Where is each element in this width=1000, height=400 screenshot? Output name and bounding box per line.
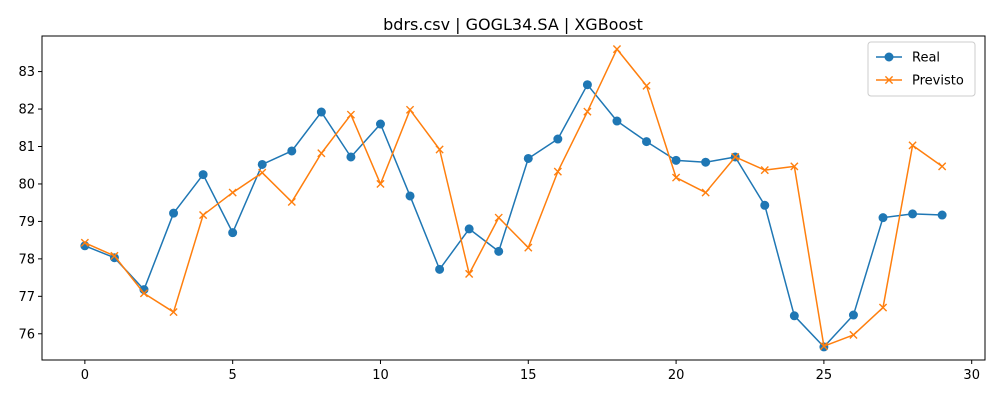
y-tick-label: 79 bbox=[18, 215, 35, 230]
data-point-previsto bbox=[760, 165, 769, 175]
y-axis: 76 77 78 79 80 81 82 83 bbox=[18, 65, 42, 342]
data-point-previsto bbox=[731, 152, 740, 162]
data-point-previsto bbox=[317, 149, 326, 158]
data-point-previsto bbox=[494, 213, 503, 222]
data-point-real bbox=[878, 213, 888, 223]
legend-box bbox=[867, 41, 976, 97]
x-tick-label: 10 bbox=[372, 368, 389, 383]
x-tick-label: 15 bbox=[520, 368, 537, 383]
data-point-real bbox=[937, 210, 947, 220]
data-point-previsto bbox=[287, 197, 296, 207]
data-point-previsto bbox=[110, 251, 119, 260]
data-point-previsto bbox=[849, 330, 858, 339]
y-tick-label: 83 bbox=[18, 65, 35, 80]
data-point-real bbox=[553, 134, 563, 144]
data-point-real bbox=[257, 159, 267, 169]
data-point-previsto bbox=[80, 238, 89, 247]
y-tick-label: 81 bbox=[18, 140, 35, 155]
y-tick-label: 78 bbox=[18, 252, 35, 267]
data-point-real bbox=[582, 80, 592, 90]
data-point-previsto bbox=[258, 168, 267, 177]
series-line-previsto bbox=[84, 48, 943, 347]
data-point-previsto bbox=[819, 342, 828, 351]
data-point-previsto bbox=[938, 162, 947, 171]
data-point-previsto bbox=[465, 269, 474, 278]
data-point-real bbox=[287, 146, 297, 156]
data-point-real bbox=[405, 191, 415, 201]
data-point-real bbox=[671, 155, 681, 165]
plot-area bbox=[42, 36, 985, 360]
data-point-real bbox=[789, 311, 799, 321]
series-layer bbox=[80, 45, 947, 352]
chart-title: bdrs.csv | GOGL34.SA | XGBoost bbox=[383, 15, 643, 34]
data-point-previsto bbox=[376, 179, 385, 189]
data-point-real bbox=[642, 137, 652, 147]
data-point-real bbox=[494, 246, 504, 256]
legend-marker bbox=[884, 75, 894, 85]
data-point-real bbox=[523, 153, 533, 163]
series-line-real bbox=[84, 83, 943, 348]
data-point-previsto bbox=[908, 141, 917, 150]
y-tick-label: 76 bbox=[18, 327, 35, 342]
series-previsto bbox=[80, 45, 947, 351]
data-point-previsto bbox=[435, 145, 444, 154]
x-tick-label: 5 bbox=[229, 368, 237, 383]
x-tick-label: 20 bbox=[668, 368, 685, 383]
x-axis: 0 5 10 15 20 25 30 bbox=[81, 360, 980, 383]
data-point-real bbox=[908, 209, 918, 219]
data-point-previsto bbox=[583, 107, 592, 116]
data-point-previsto bbox=[642, 81, 651, 90]
data-point-previsto bbox=[405, 105, 415, 114]
legend-label: Real bbox=[912, 51, 940, 66]
data-point-previsto bbox=[790, 162, 799, 171]
data-point-real bbox=[760, 200, 770, 210]
data-point-real bbox=[375, 119, 385, 129]
data-point-previsto bbox=[169, 307, 178, 317]
x-tick-label: 0 bbox=[81, 368, 89, 383]
data-point-previsto bbox=[524, 243, 533, 252]
data-point-previsto bbox=[346, 110, 356, 119]
data-point-previsto bbox=[671, 173, 681, 182]
data-point-previsto bbox=[612, 45, 622, 54]
data-point-previsto bbox=[701, 188, 710, 197]
data-point-previsto bbox=[139, 289, 149, 298]
data-point-real bbox=[464, 224, 474, 234]
data-point-real bbox=[169, 208, 179, 218]
data-point-real bbox=[316, 107, 326, 117]
legend-item-real: Real bbox=[876, 51, 940, 66]
data-point-previsto bbox=[553, 167, 562, 176]
data-point-real bbox=[198, 170, 208, 180]
legend: Real Previsto bbox=[867, 41, 976, 97]
y-tick-label: 77 bbox=[18, 290, 35, 305]
legend-item-previsto: Previsto bbox=[876, 74, 964, 89]
data-point-real bbox=[612, 116, 622, 126]
x-tick-label: 30 bbox=[963, 368, 980, 383]
x-tick-label: 25 bbox=[816, 368, 833, 383]
legend-marker bbox=[884, 52, 894, 62]
data-point-real bbox=[228, 228, 238, 238]
y-tick-label: 80 bbox=[18, 177, 35, 192]
data-point-real bbox=[346, 152, 356, 162]
data-point-real bbox=[701, 157, 711, 167]
y-tick-label: 82 bbox=[18, 103, 35, 118]
data-point-real bbox=[848, 310, 858, 320]
data-point-real bbox=[435, 264, 445, 274]
plot-frame bbox=[41, 35, 986, 361]
data-point-previsto bbox=[228, 188, 237, 197]
data-point-previsto bbox=[199, 210, 208, 220]
data-point-previsto bbox=[878, 303, 888, 312]
legend-label: Previsto bbox=[912, 74, 964, 89]
